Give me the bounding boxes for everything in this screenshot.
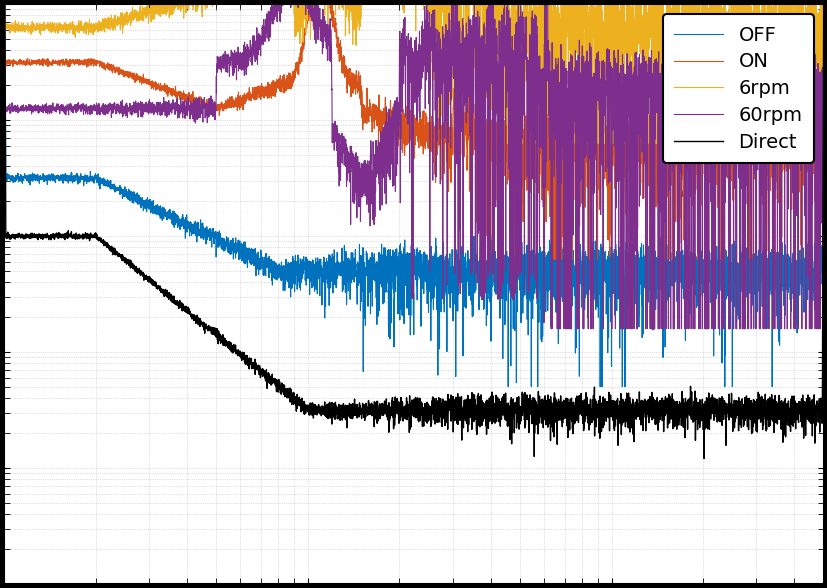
Direct	[312, 407, 322, 415]
OFF	[610, 246, 620, 253]
6rpm	[672, 11, 682, 18]
Line: 6rpm: 6rpm	[4, 0, 823, 143]
6rpm	[148, 10, 158, 17]
Line: ON: ON	[4, 0, 823, 259]
ON	[490, 162, 500, 169]
60rpm	[552, 325, 562, 332]
Legend: OFF, ON, 6rpm, 60rpm, Direct: OFF, ON, 6rpm, 60rpm, Direct	[662, 14, 813, 163]
OFF	[532, 270, 542, 278]
60rpm	[490, 203, 500, 211]
ON	[591, 256, 601, 263]
60rpm	[532, 62, 542, 69]
Line: 60rpm: 60rpm	[4, 0, 823, 329]
Direct	[148, 282, 158, 289]
Line: Direct: Direct	[4, 0, 823, 459]
OFF	[148, 199, 158, 206]
6rpm	[610, 6, 620, 14]
Direct	[610, 412, 620, 419]
OFF	[312, 290, 322, 298]
60rpm	[148, 107, 158, 114]
Direct	[532, 402, 542, 409]
OFF	[672, 276, 682, 283]
OFF	[503, 383, 513, 390]
Direct	[490, 400, 500, 407]
OFF	[490, 275, 500, 282]
6rpm	[502, 140, 512, 147]
ON	[148, 84, 158, 91]
Direct	[698, 455, 708, 462]
Direct	[672, 410, 682, 417]
ON	[672, 144, 682, 151]
Line: OFF: OFF	[4, 0, 823, 387]
60rpm	[610, 84, 620, 91]
60rpm	[312, 24, 322, 31]
ON	[532, 152, 542, 159]
6rpm	[532, 4, 542, 11]
ON	[610, 130, 620, 137]
60rpm	[672, 76, 682, 83]
